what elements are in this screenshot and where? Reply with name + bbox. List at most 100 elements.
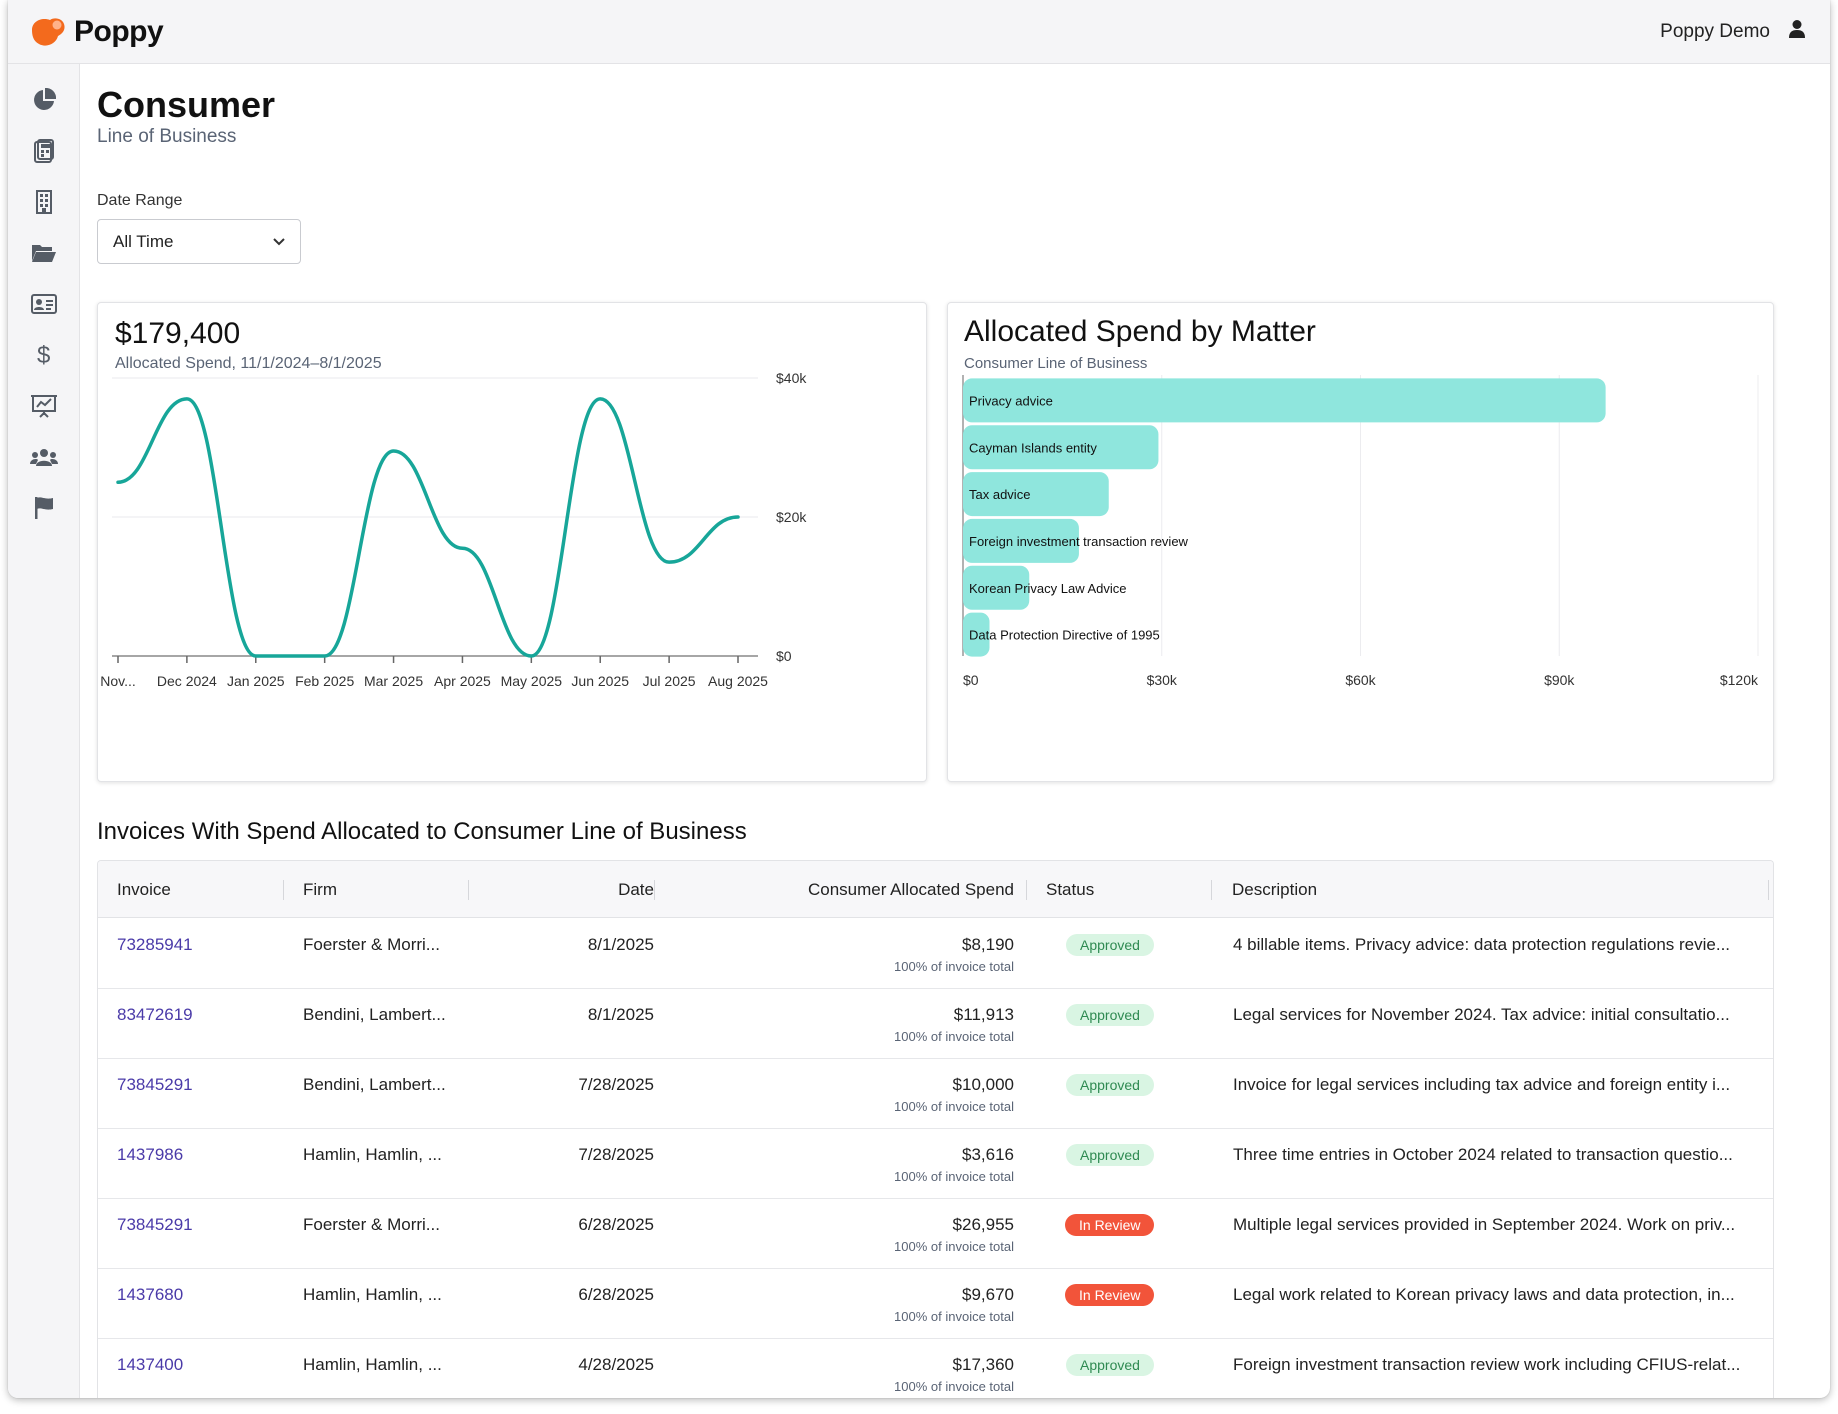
column-header-invoice[interactable]: Invoice: [117, 879, 171, 899]
column-divider[interactable]: [654, 880, 655, 900]
sidebar: $: [8, 64, 80, 1398]
invoice-link[interactable]: 1437680: [117, 1285, 184, 1304]
firm-name: Foerster & Morri...: [303, 1215, 440, 1234]
column-divider[interactable]: [283, 880, 284, 900]
app-window: Poppy Poppy Demo $: [8, 0, 1830, 1398]
y-tick-label: $0: [776, 648, 792, 664]
column-divider[interactable]: [468, 880, 469, 900]
column-header-firm[interactable]: Firm: [303, 879, 337, 899]
id-card-icon[interactable]: [30, 290, 58, 318]
bar: [963, 425, 1159, 470]
invoice-link[interactable]: 83472619: [117, 1005, 193, 1024]
x-tick-label: $30k: [1147, 672, 1178, 688]
column-header-allocated-spend[interactable]: Consumer Allocated Spend: [807, 879, 1014, 899]
allocation-note: 100% of invoice total: [894, 1099, 1014, 1114]
invoices-section-title: Invoices With Spend Allocated to Consume…: [97, 818, 747, 845]
x-tick-label: $120k: [1720, 672, 1759, 688]
y-tick-label: $20k: [776, 509, 807, 525]
column-divider[interactable]: [1026, 880, 1027, 900]
allocation-note: 100% of invoice total: [894, 1239, 1014, 1254]
brand[interactable]: Poppy: [28, 14, 164, 49]
invoice-description: Multiple legal services provided in Sept…: [1233, 1215, 1736, 1234]
allocated-spend: $3,616: [962, 1145, 1014, 1164]
spend-line-chart: $0 $20k $40k Nov... Dec 2024 Jan 2025 Feb 2025…: [100, 370, 807, 689]
top-bar: Poppy Poppy Demo: [8, 0, 1830, 64]
bar: [963, 565, 1030, 610]
table-row[interactable]: 1437680 Hamlin, Hamlin, ... 6/28/2025 $9…: [98, 1269, 1773, 1339]
poppy-logo-icon: [28, 16, 66, 48]
x-tick-label: May 2025: [501, 673, 563, 689]
status-badge: In Review: [1065, 1284, 1155, 1306]
invoice-description: Invoice for legal services including tax…: [1233, 1075, 1731, 1094]
invoice-link[interactable]: 73285941: [117, 935, 193, 954]
flag-icon[interactable]: [30, 494, 58, 522]
chevron-down-icon: [272, 232, 286, 252]
bar-label: Cayman Islands entity: [969, 440, 1097, 455]
x-tick-label: $0: [963, 672, 979, 688]
invoice-date: 7/28/2025: [578, 1075, 654, 1094]
column-divider[interactable]: [1211, 880, 1212, 900]
app-name: Poppy: [74, 14, 164, 48]
column-divider[interactable]: [1768, 880, 1769, 900]
column-header-date[interactable]: Date: [618, 879, 654, 899]
x-tick-label: Apr 2025: [434, 673, 491, 689]
date-range-select[interactable]: All Time: [97, 219, 301, 264]
page-title: Consumer: [97, 84, 276, 125]
total-spend-caption: Allocated Spend, 11/1/2024–8/1/2025: [115, 355, 382, 372]
firm-name: Bendini, Lambert...: [303, 1005, 446, 1024]
x-tick-label: Nov...: [100, 673, 136, 689]
calculator-document-icon[interactable]: [30, 137, 58, 165]
bar: [963, 612, 990, 657]
invoice-description: Three time entries in October 2024 relat…: [1233, 1145, 1733, 1164]
invoice-link[interactable]: 73845291: [117, 1075, 193, 1094]
user-menu[interactable]: Poppy Demo: [1660, 19, 1806, 44]
total-spend-value: $179,400: [115, 317, 241, 350]
folder-open-icon[interactable]: [30, 239, 58, 267]
allocation-note: 100% of invoice total: [894, 1379, 1014, 1394]
table-row[interactable]: 73845291 Foerster & Morri... 6/28/2025 $…: [98, 1199, 1773, 1269]
x-tick-label: $60k: [1345, 672, 1376, 688]
bar-label: Korean Privacy Law Advice: [969, 581, 1127, 596]
date-range-value: All Time: [113, 231, 174, 251]
firm-name: Hamlin, Hamlin, ...: [303, 1355, 442, 1374]
pie-chart-icon[interactable]: [30, 86, 58, 114]
invoice-description: Legal services for November 2024. Tax ad…: [1233, 1005, 1730, 1024]
column-header-status[interactable]: Status: [1046, 879, 1095, 899]
spend-by-matter-card: Allocated Spend by Matter Consumer Line …: [947, 302, 1774, 782]
series-line: [116, 397, 740, 658]
building-icon[interactable]: [30, 188, 58, 216]
status-badge: Approved: [1066, 1074, 1154, 1096]
x-tick-label: Dec 2024: [157, 673, 217, 689]
table-row[interactable]: 1437986 Hamlin, Hamlin, ... 7/28/2025 $3…: [98, 1129, 1773, 1199]
table-row[interactable]: 1437400 Hamlin, Hamlin, ... 4/28/2025 $1…: [98, 1339, 1773, 1398]
allocation-note: 100% of invoice total: [894, 1169, 1014, 1184]
invoice-date: 6/28/2025: [578, 1285, 654, 1304]
table-row[interactable]: 73845291 Bendini, Lambert... 7/28/2025 $…: [98, 1059, 1773, 1129]
invoice-date: 6/28/2025: [578, 1215, 654, 1234]
dollar-sign-icon[interactable]: $: [30, 341, 58, 369]
bar-label: Privacy advice: [969, 393, 1053, 408]
invoice-date: 7/28/2025: [578, 1145, 654, 1164]
x-tick-label: $90k: [1544, 672, 1575, 688]
matter-chart-title: Allocated Spend by Matter: [964, 315, 1316, 348]
bar-label: Foreign investment transaction review: [969, 534, 1189, 549]
invoice-description: 4 billable items. Privacy advice: data p…: [1233, 935, 1731, 954]
users-icon[interactable]: [30, 443, 58, 471]
status-badge: Approved: [1066, 934, 1154, 956]
column-header-description[interactable]: Description: [1232, 879, 1318, 899]
x-tick-label: Jun 2025: [571, 673, 629, 689]
firm-name: Hamlin, Hamlin, ...: [303, 1145, 442, 1164]
table-row[interactable]: 73285941 Foerster & Morri... 8/1/2025 $8…: [98, 919, 1773, 989]
invoice-link[interactable]: 73845291: [117, 1215, 193, 1234]
bar-label: Data Protection Directive of 1995: [969, 628, 1160, 643]
x-tick-label: Jul 2025: [643, 673, 696, 689]
invoice-link[interactable]: 1437400: [117, 1355, 184, 1374]
invoices-table: Invoice Firm Date Consumer Allocated Spe…: [97, 860, 1774, 1398]
invoice-date: 8/1/2025: [587, 935, 654, 954]
presentation-chart-icon[interactable]: [30, 392, 58, 420]
allocated-spend: $17,360: [952, 1355, 1014, 1374]
table-row[interactable]: 83472619 Bendini, Lambert... 8/1/2025 $1…: [98, 989, 1773, 1059]
invoice-link[interactable]: 1437986: [117, 1145, 184, 1164]
allocated-spend: $8,190: [962, 935, 1014, 954]
matter-bar-chart: $0 $30k $60k $90k $120k Privacy advice Cayman …: [962, 375, 1759, 688]
